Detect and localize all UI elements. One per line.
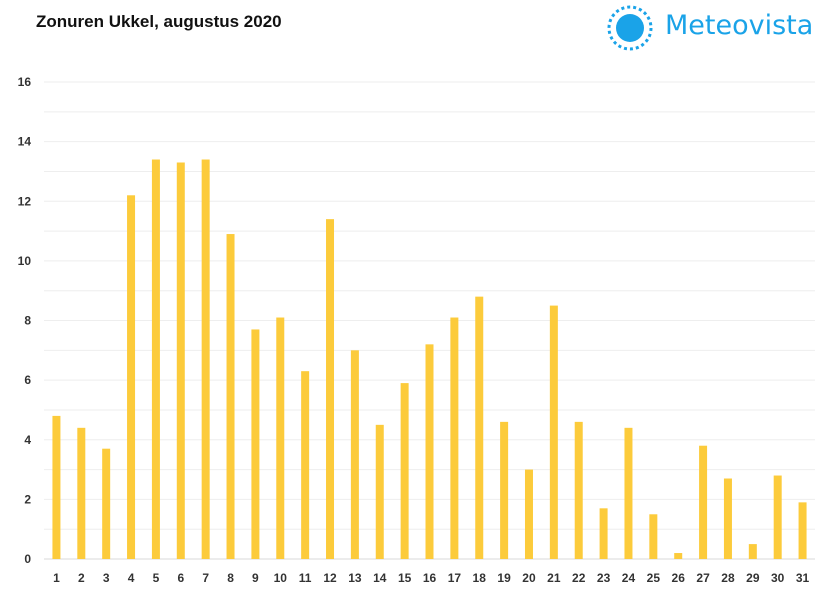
- bar-day-26: [674, 553, 683, 559]
- x-tick-label: 25: [647, 571, 661, 585]
- bars: [52, 159, 807, 559]
- x-tick-label: 14: [373, 571, 387, 585]
- x-tick-label: 4: [128, 571, 135, 585]
- y-tick-label: 14: [18, 135, 32, 149]
- bar-day-25: [649, 514, 658, 559]
- bar-day-30: [773, 475, 782, 559]
- bar-day-31: [798, 502, 807, 559]
- x-tick-label: 23: [597, 571, 611, 585]
- bar-day-4: [127, 195, 136, 559]
- bar-day-13: [350, 350, 359, 559]
- y-tick-label: 8: [24, 314, 31, 328]
- x-tick-label: 8: [227, 571, 234, 585]
- bar-day-6: [176, 162, 185, 559]
- bar-day-7: [201, 159, 210, 559]
- bar-day-3: [102, 448, 111, 559]
- x-tick-label: 27: [696, 571, 710, 585]
- x-tick-label: 3: [103, 571, 110, 585]
- y-tick-label: 16: [18, 75, 32, 89]
- x-tick-label: 16: [423, 571, 437, 585]
- bar-day-18: [475, 296, 484, 559]
- x-tick-label: 5: [153, 571, 160, 585]
- x-tick-label: 10: [274, 571, 288, 585]
- bar-day-19: [500, 421, 509, 559]
- x-tick-label: 17: [448, 571, 462, 585]
- x-tick-label: 6: [177, 571, 184, 585]
- x-tick-label: 31: [796, 571, 810, 585]
- bar-day-24: [624, 427, 633, 559]
- sun-icon: [607, 5, 653, 51]
- y-tick-label: 12: [18, 194, 32, 208]
- x-tick-label: 24: [622, 571, 636, 585]
- bar-day-28: [723, 478, 732, 559]
- chart-title: Zonuren Ukkel, augustus 2020: [36, 12, 282, 31]
- bar-day-10: [276, 317, 285, 559]
- y-tick-label: 4: [24, 433, 31, 447]
- bar-day-23: [599, 508, 608, 559]
- x-tick-label: 28: [721, 571, 735, 585]
- x-axis-ticks: 1 2 3 4 5 6 7 8 9 10 11 12 13 14 15 16 17 18 19 20 21 22 23 24 2…: [53, 571, 809, 585]
- bar-day-9: [251, 329, 260, 559]
- bar-day-22: [574, 421, 583, 559]
- meteovista-logo: Meteovista: [603, 0, 818, 56]
- x-tick-label: 1: [53, 571, 60, 585]
- x-tick-label: 11: [299, 571, 312, 585]
- x-tick-label: 15: [398, 571, 412, 585]
- x-tick-label: 2: [78, 571, 85, 585]
- x-tick-label: 9: [252, 571, 259, 585]
- bar-day-8: [226, 234, 235, 559]
- x-tick-label: 18: [473, 571, 487, 585]
- bar-day-1: [52, 415, 61, 559]
- bar-day-14: [375, 424, 384, 559]
- bar-day-12: [326, 219, 335, 559]
- logo-text: Meteovista: [665, 10, 814, 41]
- bar-day-15: [400, 383, 409, 559]
- x-tick-label: 12: [323, 571, 337, 585]
- bar-day-21: [549, 305, 558, 559]
- bar-day-17: [450, 317, 459, 559]
- x-tick-label: 22: [572, 571, 586, 585]
- y-tick-label: 2: [24, 492, 31, 506]
- x-tick-label: 29: [746, 571, 760, 585]
- bar-day-27: [699, 445, 708, 559]
- x-tick-label: 21: [547, 571, 561, 585]
- bar-day-29: [748, 544, 757, 559]
- bar-day-11: [301, 371, 310, 559]
- bar-day-5: [151, 159, 160, 559]
- y-tick-label: 6: [24, 373, 31, 387]
- x-tick-label: 26: [672, 571, 686, 585]
- x-tick-label: 19: [497, 571, 511, 585]
- y-axis-ticks: 0 2 4 6 8 10 12 14 16: [18, 75, 32, 566]
- y-tick-label: 0: [24, 552, 31, 566]
- bar-day-16: [425, 344, 434, 559]
- bar-day-2: [77, 427, 86, 559]
- x-tick-label: 20: [522, 571, 536, 585]
- bar-day-20: [524, 469, 533, 559]
- x-tick-label: 7: [202, 571, 209, 585]
- x-tick-label: 13: [348, 571, 362, 585]
- x-tick-label: 30: [771, 571, 785, 585]
- y-tick-label: 10: [18, 254, 32, 268]
